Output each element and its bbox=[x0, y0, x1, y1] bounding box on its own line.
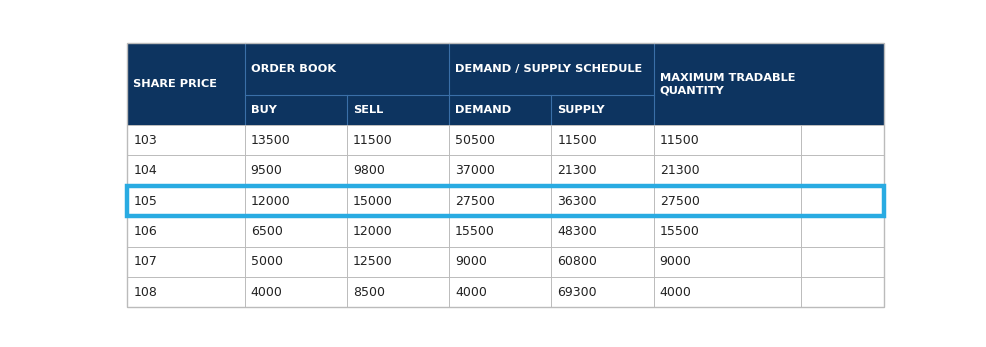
Text: 106: 106 bbox=[133, 225, 157, 238]
Text: SELL: SELL bbox=[353, 105, 383, 115]
Text: 27500: 27500 bbox=[455, 195, 495, 208]
Bar bbox=[127, 186, 883, 216]
Bar bbox=[127, 186, 883, 216]
Text: 36300: 36300 bbox=[557, 195, 597, 208]
Text: SHARE PRICE: SHARE PRICE bbox=[133, 79, 217, 89]
Text: BUY: BUY bbox=[250, 105, 276, 115]
Text: 60800: 60800 bbox=[557, 255, 597, 268]
Text: 5000: 5000 bbox=[250, 255, 282, 268]
Text: DEMAND: DEMAND bbox=[455, 105, 511, 115]
Text: 9000: 9000 bbox=[659, 255, 691, 268]
Text: 105: 105 bbox=[133, 195, 157, 208]
Text: SUPPLY: SUPPLY bbox=[557, 105, 604, 115]
Text: 12500: 12500 bbox=[353, 255, 392, 268]
Text: 9500: 9500 bbox=[250, 164, 282, 177]
Text: 107: 107 bbox=[133, 255, 157, 268]
Text: 4000: 4000 bbox=[455, 286, 486, 299]
Text: 9800: 9800 bbox=[353, 164, 385, 177]
Text: ORDER BOOK: ORDER BOOK bbox=[250, 64, 335, 74]
Text: 11500: 11500 bbox=[353, 134, 392, 147]
Text: 15500: 15500 bbox=[659, 225, 699, 238]
Bar bbox=[127, 125, 883, 155]
Text: 50500: 50500 bbox=[455, 134, 495, 147]
Text: 69300: 69300 bbox=[557, 286, 597, 299]
Text: 15000: 15000 bbox=[353, 195, 392, 208]
Bar bbox=[127, 155, 883, 186]
Text: 8500: 8500 bbox=[353, 286, 385, 299]
Text: 13500: 13500 bbox=[250, 134, 290, 147]
Text: 4000: 4000 bbox=[659, 286, 691, 299]
Text: 27500: 27500 bbox=[659, 195, 699, 208]
Text: 4000: 4000 bbox=[250, 286, 282, 299]
Text: 21300: 21300 bbox=[659, 164, 698, 177]
Text: MAXIMUM TRADABLE
QUANTITY: MAXIMUM TRADABLE QUANTITY bbox=[659, 73, 795, 95]
Text: 103: 103 bbox=[133, 134, 157, 147]
Text: DEMAND / SUPPLY SCHEDULE: DEMAND / SUPPLY SCHEDULE bbox=[455, 64, 642, 74]
Text: 11500: 11500 bbox=[557, 134, 597, 147]
Bar bbox=[127, 247, 883, 277]
Text: 12000: 12000 bbox=[353, 225, 392, 238]
Text: 21300: 21300 bbox=[557, 164, 597, 177]
Text: 104: 104 bbox=[133, 164, 157, 177]
Bar bbox=[127, 43, 883, 125]
Text: 11500: 11500 bbox=[659, 134, 699, 147]
Text: 108: 108 bbox=[133, 286, 157, 299]
Text: 48300: 48300 bbox=[557, 225, 597, 238]
Bar bbox=[127, 216, 883, 247]
Text: 12000: 12000 bbox=[250, 195, 290, 208]
Bar bbox=[127, 277, 883, 307]
Text: 15500: 15500 bbox=[455, 225, 495, 238]
Text: 9000: 9000 bbox=[455, 255, 486, 268]
Text: 6500: 6500 bbox=[250, 225, 282, 238]
Text: 37000: 37000 bbox=[455, 164, 495, 177]
